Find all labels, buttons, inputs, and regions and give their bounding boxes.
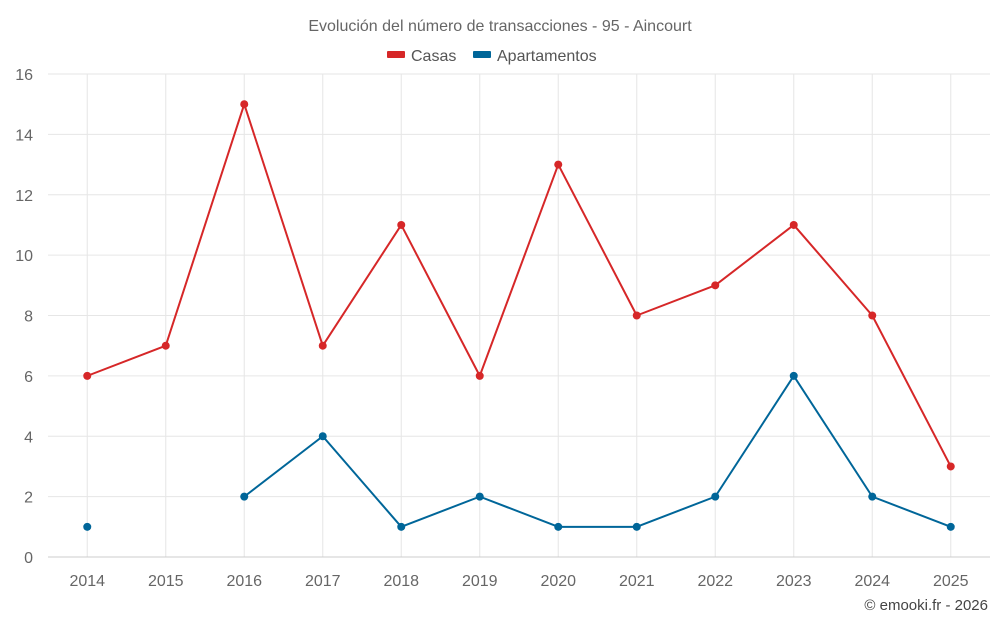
grid [48, 73, 990, 557]
data-point-apartamentos[interactable] [554, 522, 563, 531]
x-tick-label: 2022 [697, 573, 733, 590]
legend-swatch-apartamentos [473, 51, 491, 58]
y-tick-label: 10 [15, 248, 33, 265]
data-point-apartamentos[interactable] [240, 492, 249, 501]
data-point-apartamentos[interactable] [789, 371, 798, 380]
y-tick-label: 6 [24, 369, 33, 386]
x-tick-label: 2014 [69, 573, 105, 590]
y-tick-label: 16 [15, 67, 33, 84]
legend-item-apartamentos[interactable]: Apartamentos [473, 48, 597, 65]
data-point-apartamentos[interactable] [397, 522, 406, 531]
y-tick-label: 12 [15, 188, 33, 205]
legend-item-casas[interactable]: Casas [387, 48, 456, 65]
x-tick-label: 2021 [619, 573, 655, 590]
data-point-casas[interactable] [868, 311, 877, 320]
legend[interactable]: Casas Apartamentos [387, 48, 597, 65]
legend-swatch-casas [387, 51, 405, 58]
data-point-apartamentos[interactable] [83, 522, 92, 531]
x-tick-label: 2016 [226, 573, 262, 590]
y-tick-label: 2 [24, 490, 33, 507]
y-tick-label: 8 [24, 309, 33, 326]
legend-label-casas: Casas [411, 48, 456, 65]
data-point-apartamentos[interactable] [475, 492, 484, 501]
legend-label-apartamentos: Apartamentos [497, 48, 597, 65]
x-tick-label: 2019 [462, 573, 498, 590]
y-tick-label: 14 [15, 127, 33, 144]
data-point-apartamentos[interactable] [868, 492, 877, 501]
data-point-casas[interactable] [240, 100, 249, 109]
series-line-casas [86, 103, 952, 467]
data-point-apartamentos[interactable] [946, 522, 955, 531]
x-tick-label: 2023 [776, 573, 812, 590]
data-point-casas[interactable] [554, 160, 563, 169]
data-point-casas[interactable] [397, 220, 406, 229]
y-tick-label: 4 [24, 429, 33, 446]
data-point-casas[interactable] [161, 341, 170, 350]
y-tick-label: 0 [24, 550, 33, 567]
x-tick-label: 2025 [933, 573, 969, 590]
data-point-casas[interactable] [946, 462, 955, 471]
data-point-apartamentos[interactable] [711, 492, 720, 501]
data-point-casas[interactable] [789, 220, 798, 229]
copyright-credit: © emooki.fr - 2026 [864, 597, 988, 614]
x-tick-label: 2018 [383, 573, 419, 590]
data-point-casas[interactable] [318, 341, 327, 350]
series-apartamentos [83, 371, 955, 531]
x-tick-label: 2024 [854, 573, 890, 590]
x-tick-label: 2020 [540, 573, 576, 590]
data-point-apartamentos[interactable] [318, 432, 327, 441]
series [83, 100, 955, 531]
data-point-casas[interactable] [711, 281, 720, 290]
axes: 0 2 4 6 8 10 12 14 16 2014 2015 2016 2017 2018 2019 202… [15, 67, 990, 590]
data-point-casas[interactable] [475, 371, 484, 380]
series-line-apartamentos [243, 374, 952, 528]
data-point-apartamentos[interactable] [632, 522, 641, 531]
data-point-casas[interactable] [632, 311, 641, 320]
chart-title: Evolución del número de transacciones - … [308, 18, 692, 35]
series-casas [83, 100, 955, 471]
data-point-casas[interactable] [83, 371, 92, 380]
x-tick-label: 2017 [305, 573, 341, 590]
x-tick-label: 2015 [148, 573, 184, 590]
